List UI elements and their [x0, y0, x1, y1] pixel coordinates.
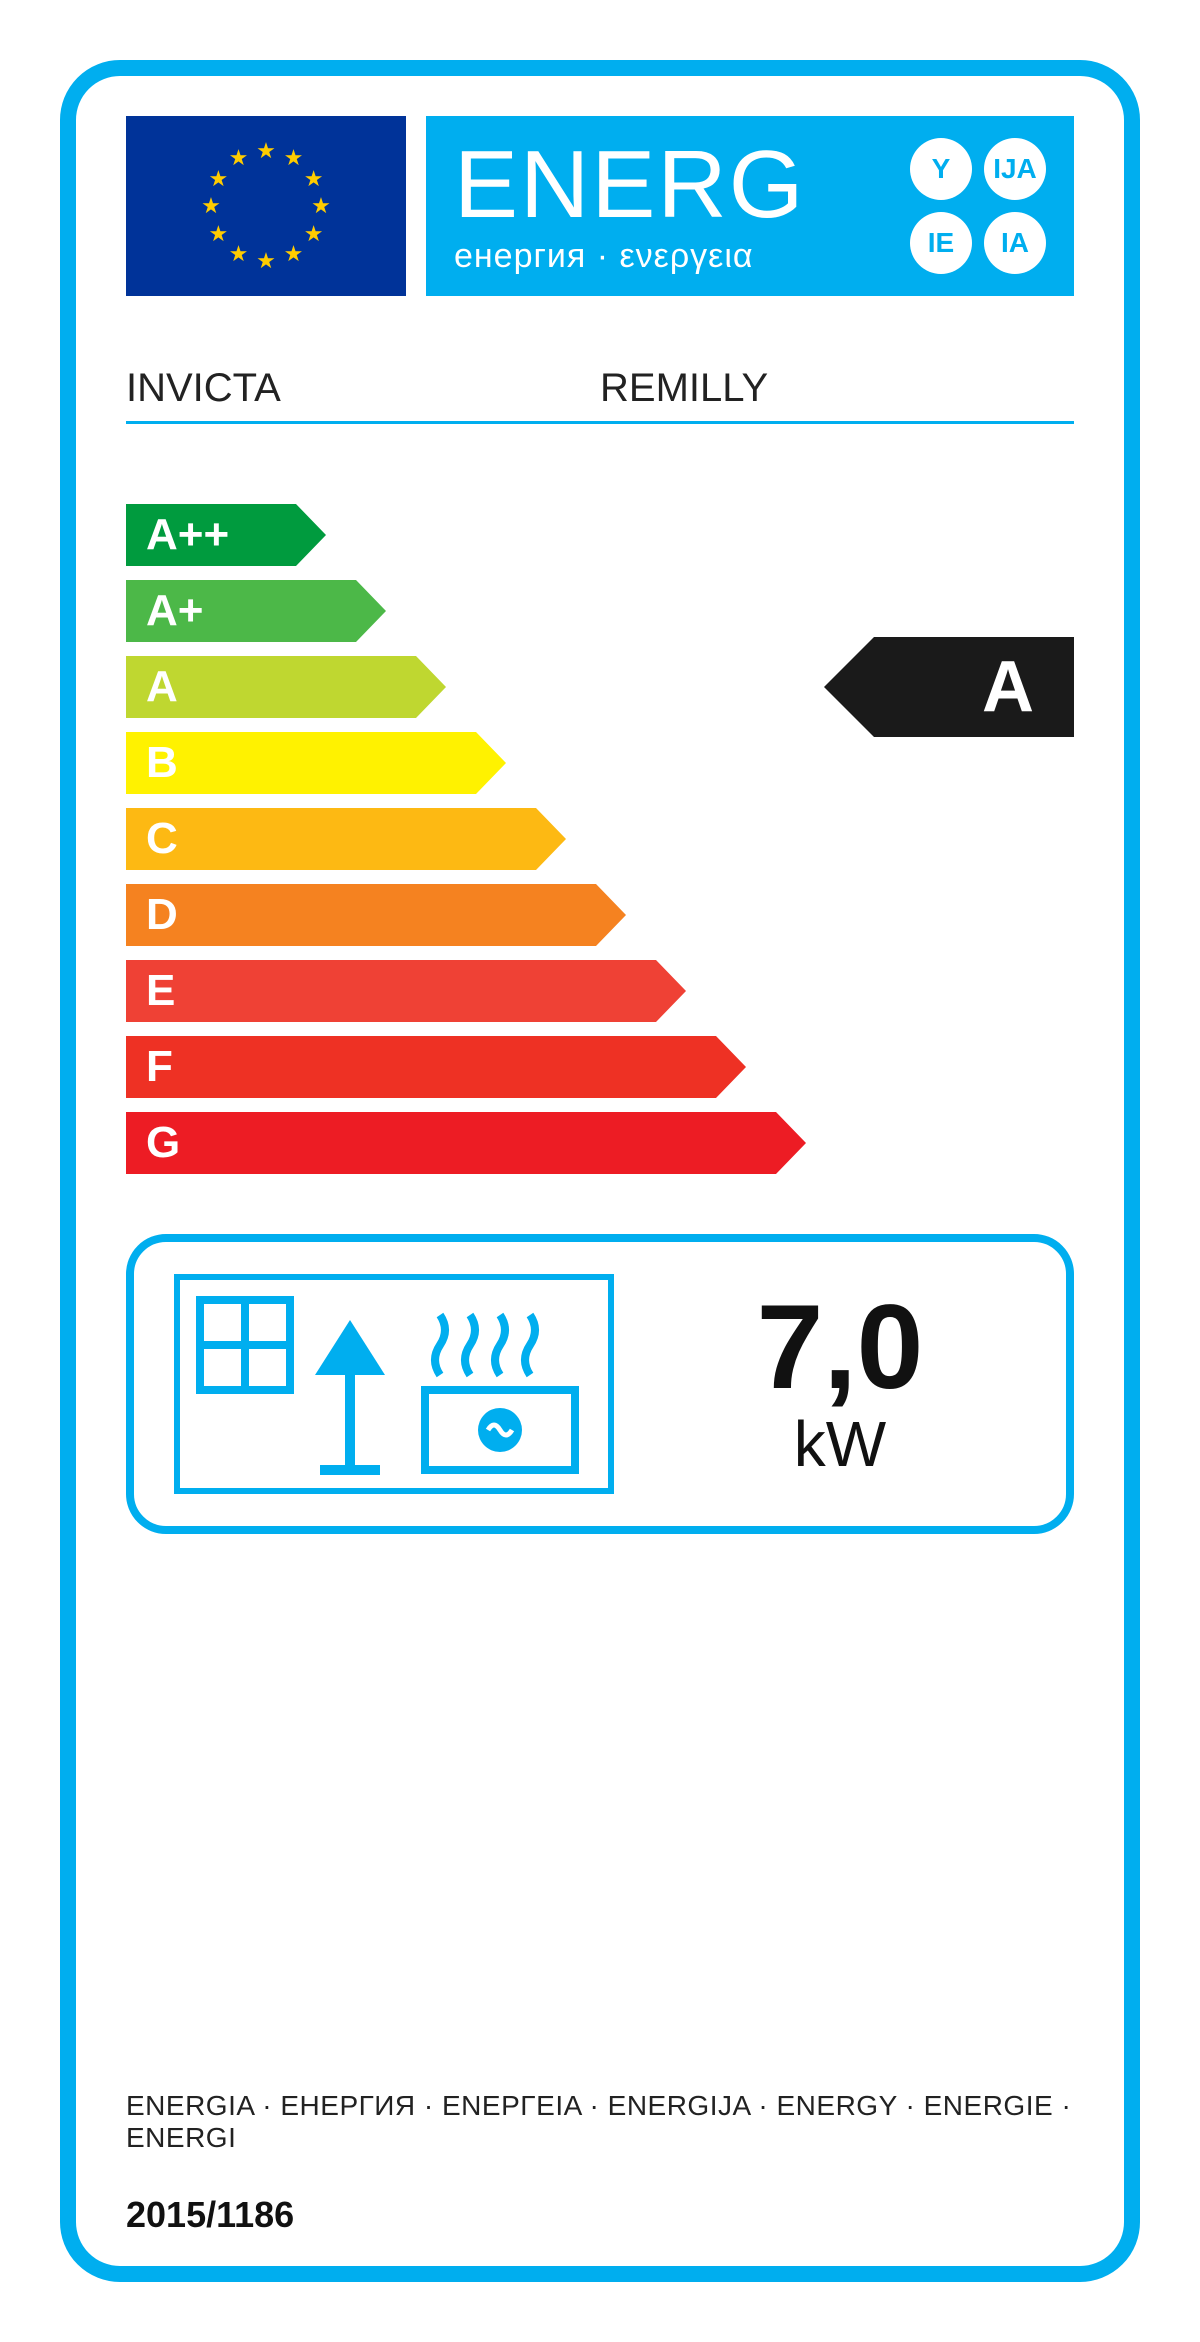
heat-output-value: 7,0 kW: [654, 1287, 1026, 1481]
eu-star-icon: ★: [311, 193, 331, 219]
efficiency-class-label: A: [146, 662, 178, 712]
efficiency-class-label: B: [146, 738, 178, 788]
energy-label-frame: ★★★★★★★★★★★★ ENERG енергия · ενεργεια YI…: [60, 60, 1140, 2282]
eu-star-icon: ★: [304, 221, 324, 247]
spacer: [126, 1534, 1074, 2050]
eu-star-icon: ★: [256, 248, 276, 274]
efficiency-class-label: C: [146, 814, 178, 864]
eu-star-icon: ★: [229, 145, 249, 171]
heat-output-box: 7,0 kW: [126, 1234, 1074, 1534]
energy-suffix-badge: IA: [984, 212, 1046, 274]
supplier-name: INVICTA: [126, 366, 600, 411]
efficiency-class-arrow: B: [126, 732, 506, 794]
regulation-number: 2015/1186: [126, 2194, 1074, 2236]
eu-star-icon: ★: [304, 166, 324, 192]
model-name: REMILLY: [600, 366, 1074, 411]
product-row: INVICTA REMILLY: [126, 366, 1074, 424]
eu-star-icon: ★: [256, 138, 276, 164]
header-row: ★★★★★★★★★★★★ ENERG енергия · ενεργεια YI…: [126, 116, 1074, 296]
efficiency-class-arrow: G: [126, 1112, 806, 1174]
efficiency-class-label: F: [146, 1042, 173, 1092]
selected-rating-label: A: [982, 646, 1034, 728]
eu-star-icon: ★: [284, 241, 304, 267]
efficiency-class-label: A++: [146, 510, 229, 560]
energy-suffix-badge: IJA: [984, 138, 1046, 200]
eu-star-icon: ★: [229, 241, 249, 267]
energy-subtitle: енергия · ενεργεια: [454, 237, 890, 276]
efficiency-class-arrow: E: [126, 960, 686, 1022]
energy-title-text: ENERG енергия · ενεργεια: [454, 137, 890, 276]
efficiency-class-label: A+: [146, 586, 203, 636]
eu-star-icon: ★: [209, 166, 229, 192]
power-unit: kW: [654, 1407, 1026, 1481]
eu-star-icon: ★: [284, 145, 304, 171]
eu-flag-icon: ★★★★★★★★★★★★: [126, 116, 406, 296]
eu-star-icon: ★: [209, 221, 229, 247]
energy-suffix-badge: Y: [910, 138, 972, 200]
eu-star-icon: ★: [201, 193, 221, 219]
footer-languages: ENERGIA · ЕНЕРГИЯ · ΕΝΕΡΓΕΙΑ · ENERGIJA …: [126, 2090, 1074, 2154]
space-heater-icon: [174, 1274, 614, 1494]
efficiency-class-arrow: A: [126, 656, 446, 718]
efficiency-class-arrow: A++: [126, 504, 326, 566]
efficiency-class-arrow: D: [126, 884, 626, 946]
power-number: 7,0: [654, 1287, 1026, 1407]
efficiency-class-label: D: [146, 890, 178, 940]
efficiency-class-arrow: C: [126, 808, 566, 870]
selected-rating-arrow: A: [824, 637, 1074, 737]
energy-title-box: ENERG енергия · ενεργεια YIJAIEIA: [426, 116, 1074, 296]
efficiency-scale: A A++A+ABCDEFG: [126, 504, 1074, 1194]
energy-suffix-badge: IE: [910, 212, 972, 274]
efficiency-class-label: E: [146, 966, 175, 1016]
energy-suffix-grid: YIJAIEIA: [910, 138, 1046, 274]
energy-title: ENERG: [454, 137, 890, 233]
efficiency-class-arrow: A+: [126, 580, 386, 642]
efficiency-class-arrow: F: [126, 1036, 746, 1098]
efficiency-class-label: G: [146, 1118, 180, 1168]
